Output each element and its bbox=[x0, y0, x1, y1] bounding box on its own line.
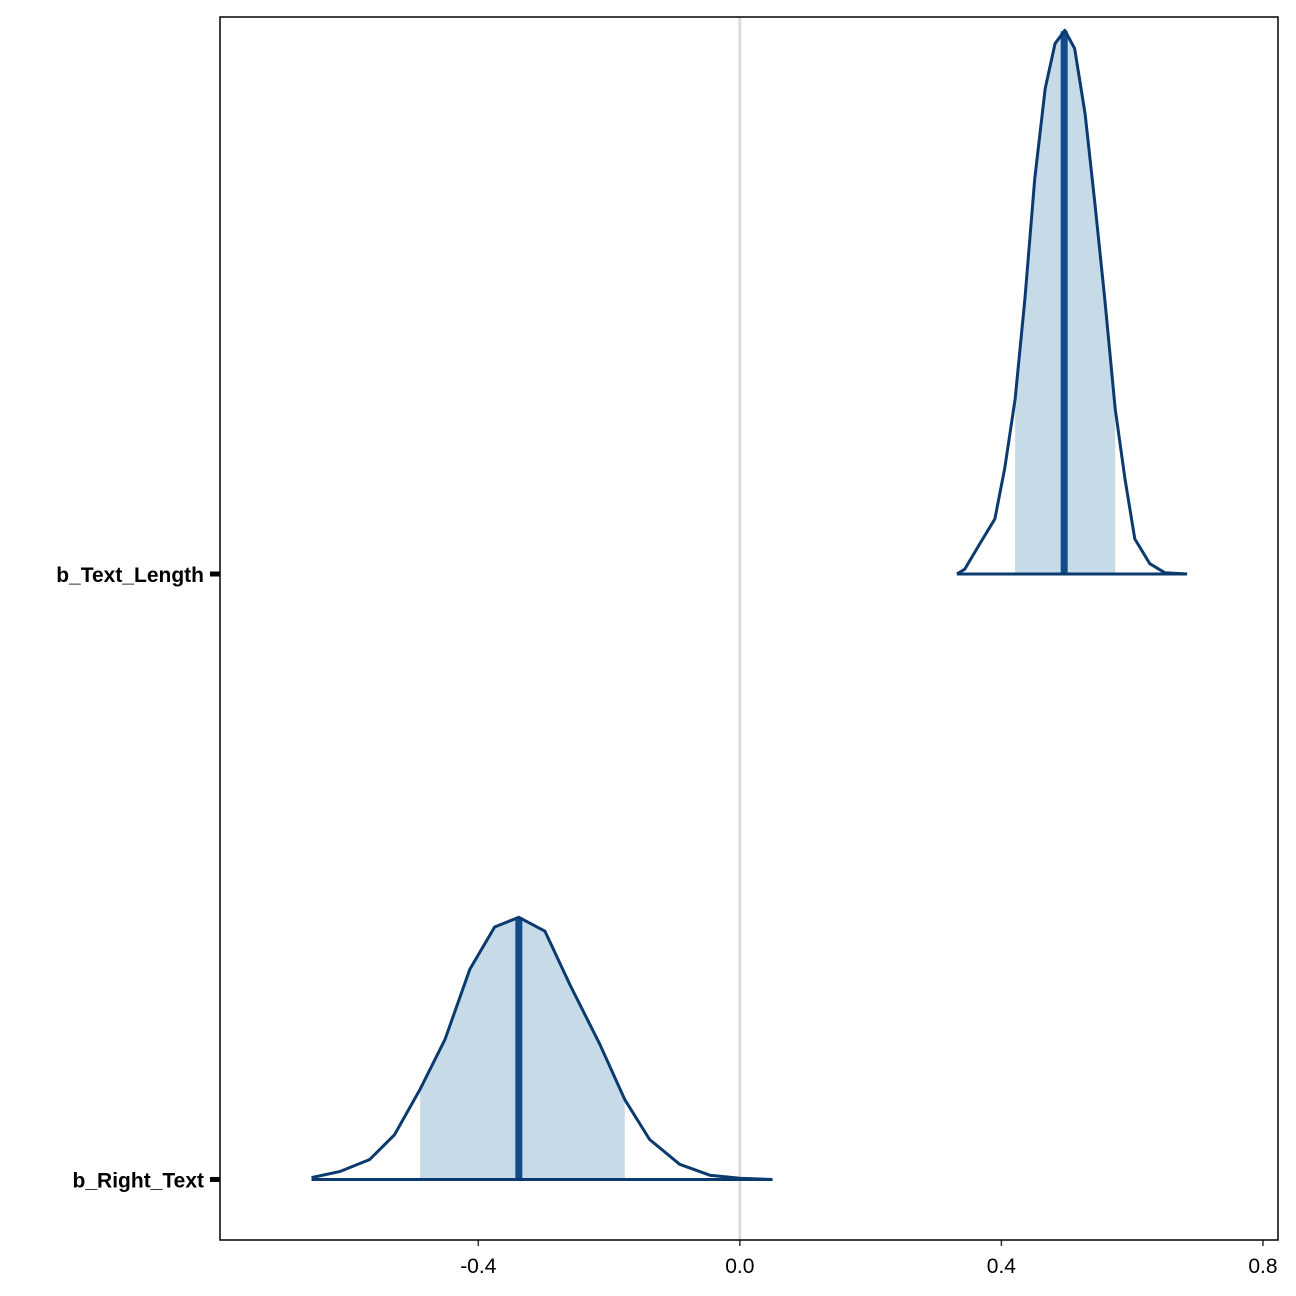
interval-area bbox=[420, 917, 625, 1180]
x-tick-label: -0.4 bbox=[460, 1255, 497, 1278]
y-tick-label: b_Right_Text bbox=[73, 1169, 204, 1192]
interval-area bbox=[1015, 30, 1116, 575]
x-tick-label: 0.0 bbox=[725, 1255, 754, 1278]
density-curve bbox=[311, 915, 773, 1181]
plot-border bbox=[219, 16, 1279, 1241]
x-tick-label: 0.4 bbox=[987, 1255, 1017, 1278]
density-curve bbox=[956, 28, 1188, 576]
y-tick-label: b_Text_Length bbox=[56, 564, 204, 587]
x-tick-label: 0.8 bbox=[1248, 1255, 1277, 1278]
